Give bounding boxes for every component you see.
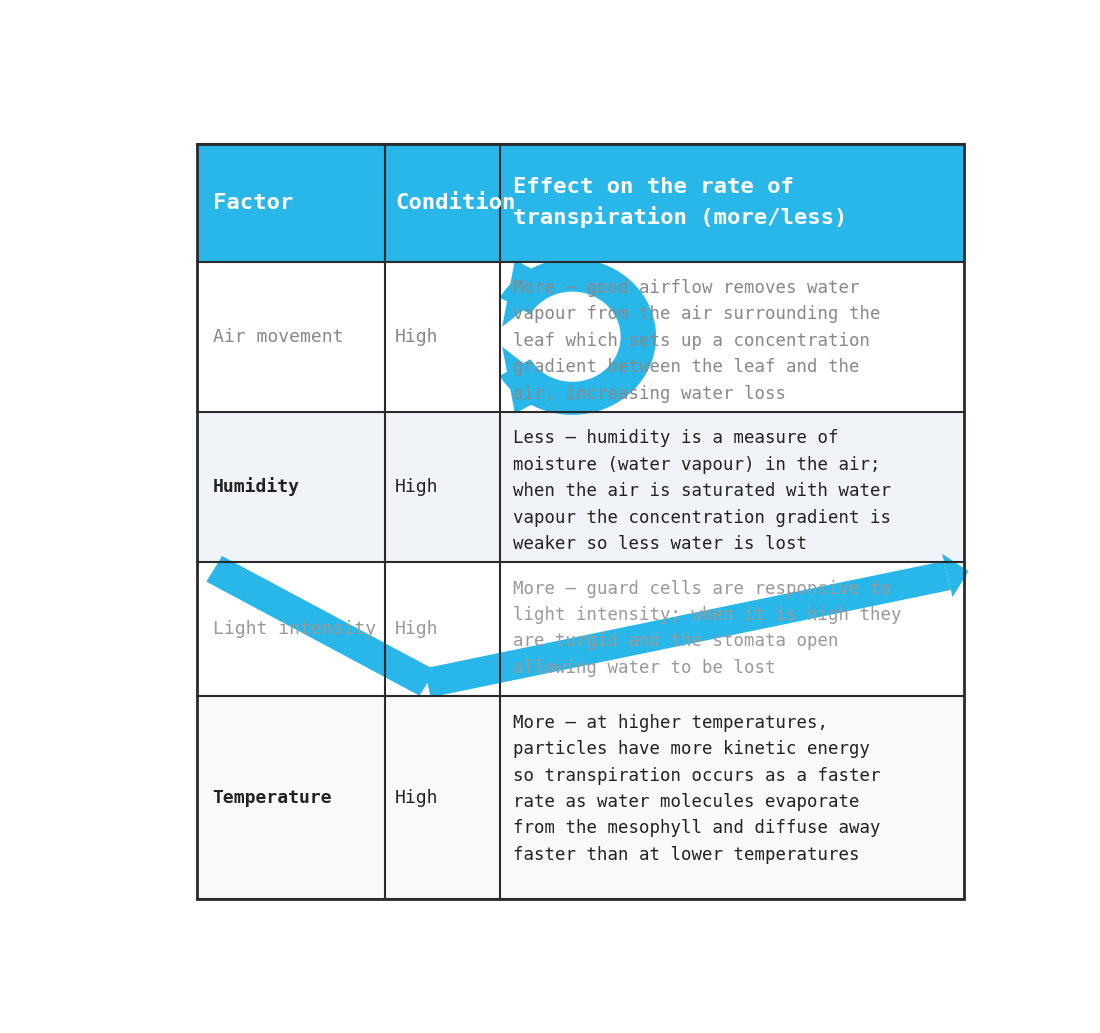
Bar bbox=[197, 696, 385, 900]
Polygon shape bbox=[207, 556, 436, 695]
Bar bbox=[197, 144, 965, 900]
Polygon shape bbox=[499, 258, 656, 415]
Text: More – guard cells are responsive to
light intensity; when it is high they
are t: More – guard cells are responsive to lig… bbox=[513, 580, 901, 677]
Bar bbox=[197, 562, 385, 696]
Polygon shape bbox=[424, 561, 950, 697]
Bar bbox=[499, 144, 965, 261]
Bar bbox=[499, 696, 965, 900]
Polygon shape bbox=[503, 260, 558, 326]
Bar bbox=[499, 261, 965, 412]
Text: Condition: Condition bbox=[395, 193, 515, 213]
Text: More – good airflow removes water
vapour from the air surrounding the
leaf which: More – good airflow removes water vapour… bbox=[513, 279, 880, 403]
Text: Less – humidity is a measure of
moisture (water vapour) in the air;
when the air: Less – humidity is a measure of moisture… bbox=[513, 430, 891, 553]
Text: Light intensity: Light intensity bbox=[212, 620, 375, 638]
Text: Air movement: Air movement bbox=[212, 327, 343, 346]
Bar bbox=[197, 412, 385, 562]
Bar bbox=[197, 144, 385, 261]
Bar bbox=[385, 696, 499, 900]
Bar bbox=[499, 412, 965, 562]
Text: High: High bbox=[395, 789, 439, 807]
Text: Temperature: Temperature bbox=[212, 789, 332, 807]
Polygon shape bbox=[943, 554, 968, 597]
Bar bbox=[385, 562, 499, 696]
Polygon shape bbox=[503, 347, 558, 413]
Text: High: High bbox=[395, 478, 439, 496]
Bar bbox=[499, 562, 965, 696]
Bar bbox=[197, 261, 385, 412]
Bar bbox=[385, 261, 499, 412]
Text: More – at higher temperatures,
particles have more kinetic energy
so transpirati: More – at higher temperatures, particles… bbox=[513, 714, 880, 864]
Text: High: High bbox=[395, 327, 439, 346]
Bar bbox=[385, 144, 499, 261]
Text: Factor: Factor bbox=[212, 193, 293, 213]
Text: Effect on the rate of
transpiration (more/less): Effect on the rate of transpiration (mor… bbox=[513, 178, 847, 228]
Text: Humidity: Humidity bbox=[212, 477, 299, 497]
Text: High: High bbox=[395, 620, 439, 638]
Bar bbox=[385, 412, 499, 562]
